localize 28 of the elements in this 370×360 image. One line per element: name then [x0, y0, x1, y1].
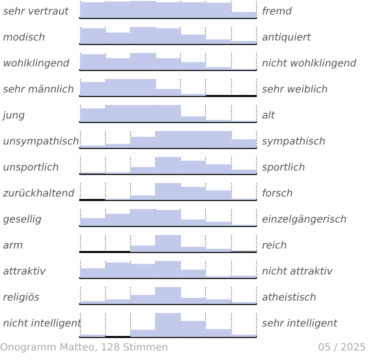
- y-axis-title: unsportlich: [3, 162, 59, 174]
- y-axis-title: unsympathisch: [3, 136, 80, 148]
- y2-axis-title: nicht attraktiv: [262, 266, 334, 278]
- y2-axis-title: einzelgängerisch: [262, 214, 347, 226]
- y-axis-title: zurückhaltend: [2, 188, 75, 200]
- y2-axis-title: alt: [262, 110, 276, 122]
- y-axis-title: arm: [3, 240, 24, 252]
- y-axis-title: attraktiv: [3, 266, 47, 278]
- y2-axis-title: antiquiert: [262, 32, 312, 44]
- y2-axis-title: fremd: [262, 6, 293, 18]
- text: 05 / 2025: [318, 342, 366, 354]
- text: Onogramm Matteo, 128 Stimmen: [0, 342, 168, 354]
- y2-axis-title: atheistisch: [262, 292, 316, 304]
- y-axis-title: sehr vertraut: [3, 6, 70, 18]
- y-axis-title: sehr männlich: [3, 84, 74, 96]
- y2-axis-title: sportlich: [262, 162, 306, 174]
- y2-axis-title: sehr intelligent: [262, 318, 338, 330]
- y2-axis-title: forsch: [262, 188, 293, 200]
- y-axis-title: gesellig: [3, 214, 42, 226]
- y-axis-title: jung: [1, 110, 25, 122]
- y-axis-title: nicht intelligent: [3, 318, 82, 330]
- y2-axis-title: sehr weiblich: [262, 84, 328, 96]
- y2-axis-title: nicht wohlklingend: [262, 58, 357, 70]
- y-axis-title: religiös: [3, 292, 40, 304]
- y-axis-title: modisch: [3, 32, 46, 44]
- y2-axis-title: sympathisch: [262, 136, 326, 148]
- y2-axis-title: reich: [262, 240, 287, 252]
- y-axis-title: wohlklingend: [3, 58, 70, 70]
